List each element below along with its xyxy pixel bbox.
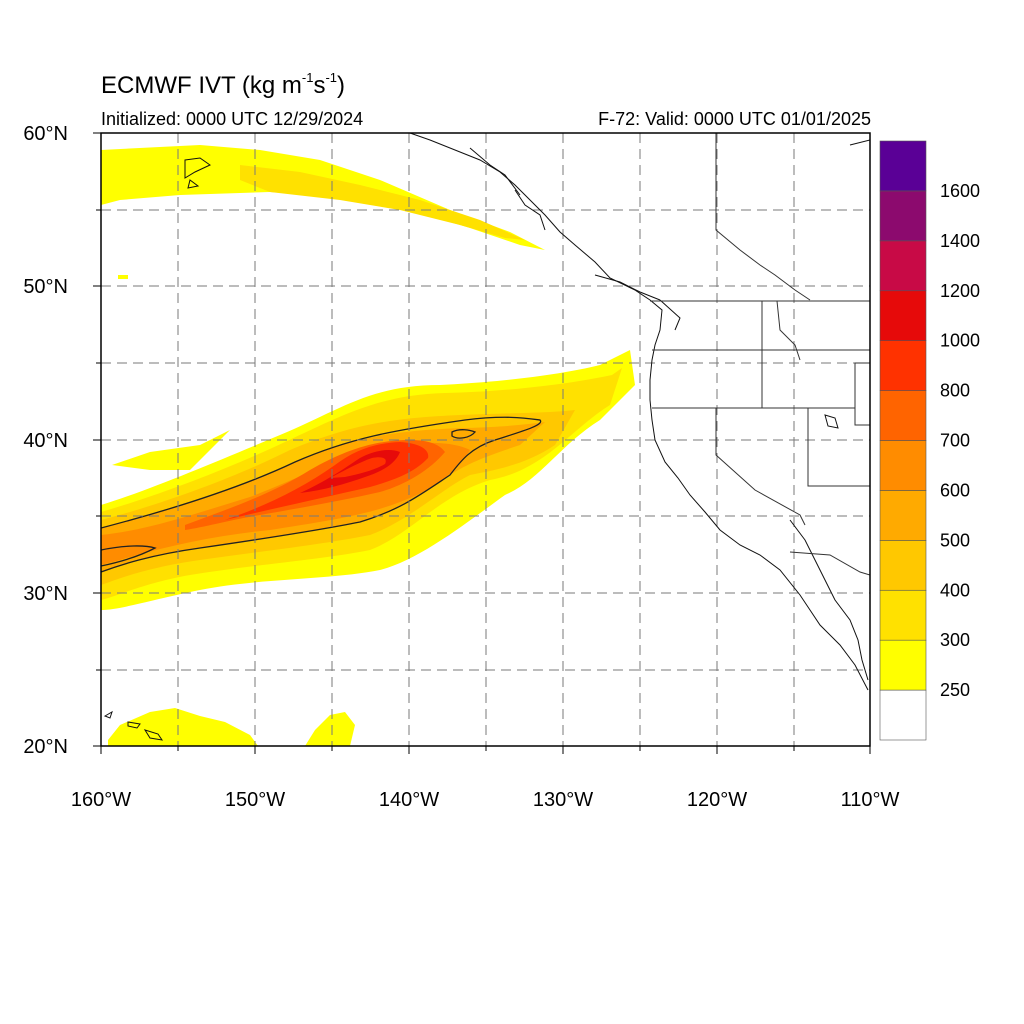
colorbar-label: 1000: [940, 331, 980, 351]
ivt-contours: [101, 416, 542, 573]
graticule: [101, 133, 870, 746]
colorbar-swatch: [879, 490, 927, 541]
state-borders: [650, 133, 870, 576]
axis-ticks: [93, 132, 871, 754]
lon-labels: 160°W 150°W 140°W 130°W 120°W 110°W: [71, 789, 900, 811]
colorbar-swatch: [879, 639, 927, 691]
map-panel: [101, 133, 870, 746]
colorbar-swatch: [879, 140, 927, 192]
lat-label: 40°N: [23, 430, 68, 452]
initialized-label: Initialized: 0000 UTC 12/29/2024: [101, 109, 364, 129]
lon-label: 130°W: [533, 789, 593, 811]
colorbar-swatch: [879, 440, 927, 491]
lat-labels: 60°N 50°N 40°N 30°N 20°N: [23, 123, 68, 758]
lon-label: 120°W: [687, 789, 747, 811]
colorbar-swatch: [879, 589, 927, 641]
ivt-subtropical-patches: [108, 708, 355, 746]
colorbar-label: 500: [940, 530, 970, 550]
colorbar-swatch: [879, 540, 927, 591]
colorbar-swatch: [879, 290, 927, 341]
colorbar-label: 1400: [940, 231, 980, 251]
lat-label: 50°N: [23, 276, 68, 298]
colorbar-label: 400: [940, 580, 970, 600]
colorbar-label: 1600: [940, 181, 980, 201]
colorbar-label: 600: [940, 480, 970, 500]
colorbar: 250 300 400 500 600 700 800 1000 1200 1400 1600: [879, 140, 980, 741]
colorbar-swatch: [879, 240, 927, 292]
lat-label: 30°N: [23, 583, 68, 605]
colorbar-swatch: [879, 190, 927, 242]
chart-title: ECMWF IVT (kg m-1s-1): [101, 70, 346, 99]
lon-label: 140°W: [379, 789, 439, 811]
colorbar-label: 800: [940, 381, 970, 401]
colorbar-swatch: [879, 390, 927, 441]
ivt-northern-plume: [101, 145, 545, 279]
lat-label: 60°N: [23, 123, 68, 145]
coastlines: [103, 133, 870, 741]
colorbar-swatch: [879, 340, 927, 391]
lon-label: 160°W: [71, 789, 131, 811]
lat-label: 20°N: [23, 736, 68, 758]
ivt-atmospheric-river: [101, 350, 635, 610]
lon-label: 110°W: [841, 789, 900, 811]
colorbar-swatch: [879, 689, 927, 741]
colorbar-label: 250: [940, 680, 970, 700]
colorbar-label: 1200: [940, 281, 980, 301]
valid-time-label: F-72: Valid: 0000 UTC 01/01/2025: [598, 109, 871, 129]
lon-label: 150°W: [225, 789, 285, 811]
colorbar-label: 300: [940, 630, 970, 650]
colorbar-label: 700: [940, 431, 970, 451]
